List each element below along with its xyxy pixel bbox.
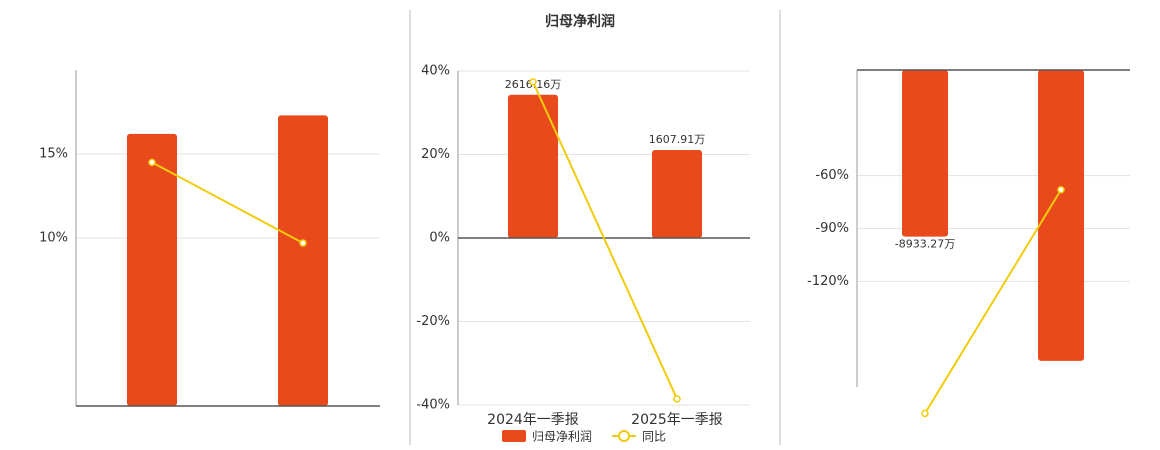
y-tick-label: -40%	[416, 398, 450, 413]
legend-swatch	[618, 430, 631, 442]
y-tick-label: -90%	[815, 221, 849, 236]
value-label: -8933.27万	[895, 238, 955, 251]
line-point	[673, 395, 681, 403]
x-tick-label: 2025年一季报	[631, 412, 723, 428]
legend-swatch	[502, 430, 526, 442]
value-label: 1607.91万	[649, 133, 706, 146]
bar	[1038, 70, 1084, 361]
bar	[902, 70, 948, 237]
y-tick-label: 20%	[421, 147, 450, 162]
legend-label: 归母净利润	[532, 430, 592, 444]
x-tick-label: 2024年一季报	[487, 412, 579, 428]
y-tick-label: -20%	[416, 314, 450, 329]
legend-label: 同比	[642, 430, 666, 444]
line-point	[529, 78, 537, 86]
y-tick-label: -120%	[807, 274, 849, 289]
line-point	[148, 158, 156, 167]
line	[151, 161, 304, 244]
y-tick-label: 40%	[421, 64, 450, 79]
line-point	[921, 409, 929, 418]
bar	[127, 133, 177, 406]
y-tick-label: 10%	[39, 231, 68, 246]
chart-title: 归母净利润	[545, 13, 615, 30]
line	[532, 81, 678, 400]
bar	[508, 94, 558, 238]
line	[924, 189, 1062, 414]
line-point	[299, 239, 307, 247]
bar	[652, 149, 702, 238]
y-tick-label: 15%	[39, 147, 68, 162]
bar	[278, 115, 328, 407]
line-point	[1057, 186, 1065, 194]
y-tick-label: 0%	[429, 231, 450, 246]
y-tick-label: -60%	[815, 168, 849, 183]
